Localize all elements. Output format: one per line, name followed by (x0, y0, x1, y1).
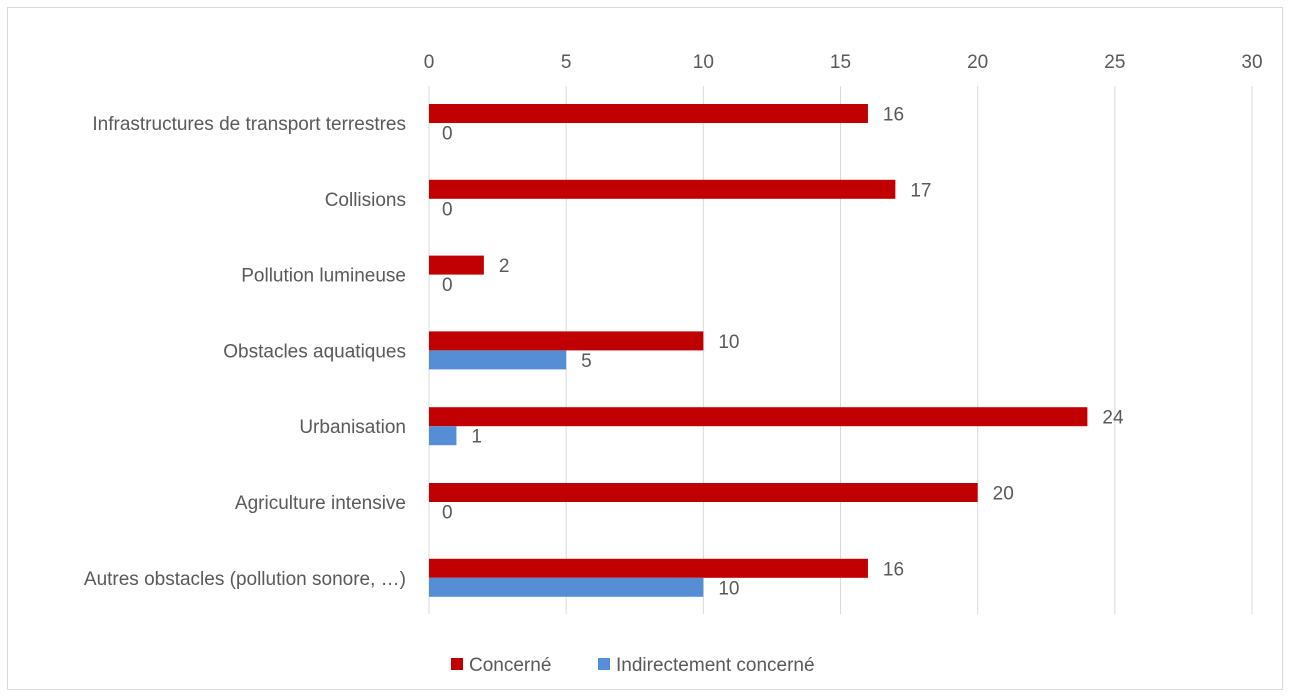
bar (429, 426, 457, 446)
data-label: 0 (442, 503, 453, 524)
x-tick-label: 5 (561, 52, 572, 73)
bar (429, 255, 484, 275)
bars (429, 104, 1088, 597)
category-label: Urbanisation (299, 417, 406, 438)
bar (429, 558, 868, 578)
data-label: 10 (718, 332, 739, 353)
category-label: Autres obstacles (pollution sonore, …) (84, 569, 406, 590)
data-label: 5 (581, 351, 592, 372)
data-label: 0 (442, 275, 453, 296)
legend-label: Indirectement concerné (616, 655, 815, 676)
data-label: 1 (471, 427, 482, 448)
bar (429, 350, 567, 370)
bar (429, 407, 1088, 427)
data-label: 24 (1102, 408, 1124, 429)
legend-swatch (451, 658, 463, 670)
category-label: Infrastructures de transport terrestres (92, 114, 406, 135)
x-axis-ticks: 0 5 10 15 20 25 30 (424, 52, 1263, 73)
x-tick-label: 15 (830, 52, 851, 73)
data-label: 16 (883, 105, 904, 126)
legend-swatch (598, 658, 610, 670)
category-labels: Infrastructures de transport terrestres C… (84, 114, 406, 590)
category-label: Obstacles aquatiques (223, 341, 406, 362)
data-label: 17 (910, 180, 931, 201)
data-label: 10 (718, 578, 739, 599)
x-tick-label: 20 (967, 52, 988, 73)
bar (429, 331, 704, 351)
data-label: 16 (883, 559, 904, 580)
legend: Concerné Indirectement concerné (451, 655, 815, 676)
chart-frame: 0 5 10 15 20 25 30 16 0 17 0 2 0 10 5 24 1 20 0 16 10 Infra… (7, 7, 1283, 690)
bar (429, 483, 978, 502)
data-label: 20 (993, 484, 1014, 505)
category-label: Pollution lumineuse (241, 266, 406, 287)
data-label: 0 (442, 199, 453, 220)
data-label: 2 (499, 256, 510, 277)
bar (429, 577, 704, 597)
legend-label: Concerné (469, 655, 551, 676)
x-tick-label: 10 (693, 52, 714, 73)
x-tick-label: 25 (1104, 52, 1125, 73)
bar (429, 179, 896, 199)
category-label: Collisions (325, 190, 406, 211)
x-tick-label: 0 (424, 52, 435, 73)
x-tick-label: 30 (1241, 52, 1262, 73)
data-label: 0 (442, 124, 453, 145)
bar (429, 104, 868, 123)
category-label: Agriculture intensive (235, 493, 406, 514)
